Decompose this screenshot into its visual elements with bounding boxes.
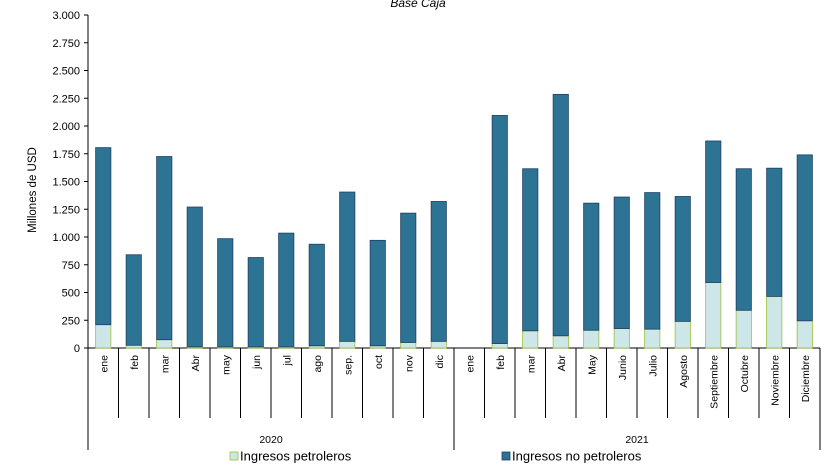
- chart-subtitle: Base Caja: [390, 0, 446, 10]
- x-category-label: dic: [434, 355, 446, 368]
- y-tick-label: 1.000: [52, 232, 80, 244]
- bar-segment: [339, 340, 356, 349]
- bar-segment: [522, 330, 539, 349]
- x-category-label: Noviembre: [769, 355, 781, 406]
- x-category-label: may: [220, 354, 232, 375]
- bar-segment: [430, 201, 447, 342]
- x-category-label: Junio: [617, 355, 629, 380]
- y-tick-label: 2.750: [52, 38, 80, 50]
- axes: 0 250 500 750 1.000 1.250 1.500 1.750 2.000 2.250…: [52, 10, 821, 450]
- legend-label: Ingresos no petroleros: [512, 449, 642, 464]
- y-tick-label: 1.750: [52, 149, 80, 161]
- bar-segment: [613, 196, 630, 329]
- legend-swatch: [501, 451, 511, 461]
- bar-segment: [583, 329, 600, 349]
- bar-segment: [491, 115, 508, 344]
- x-category-labels: 2020 2021 ene feb mar Abr may jun jul ago sep. oct n…: [98, 354, 812, 446]
- bar-segment: [308, 243, 325, 347]
- bar-segment: [674, 196, 691, 322]
- bar-segment: [796, 154, 813, 322]
- x-category-label: ene: [98, 355, 110, 373]
- legend-label: Ingresos petroleros: [240, 449, 352, 464]
- bar-segment: [766, 295, 783, 349]
- x-category-label: jun: [251, 355, 263, 370]
- x-category-label: Agosto: [678, 355, 690, 388]
- bar-segment: [400, 342, 417, 349]
- bar-segment: [125, 254, 142, 346]
- bar-segment: [735, 168, 752, 311]
- x-category-label: mar: [159, 355, 171, 374]
- y-tick-label: 3.000: [52, 10, 80, 22]
- x-category-label: Abr: [556, 355, 568, 372]
- bar-segment: [583, 202, 600, 331]
- x-category-label: ago: [312, 355, 324, 373]
- x-group-label: 2020: [259, 434, 283, 446]
- y-tick-label: 2.000: [52, 121, 80, 133]
- bar-segment: [339, 191, 356, 342]
- bar-segment: [766, 167, 783, 297]
- bar-segment: [735, 309, 752, 349]
- bar-segment: [156, 339, 173, 349]
- bar-segment: [217, 238, 234, 348]
- bar-segment: [156, 156, 173, 341]
- bar-segment: [796, 320, 813, 349]
- x-category-label: oct: [373, 355, 385, 369]
- bar-segment: [95, 147, 112, 326]
- y-axis-label: Millones de USD: [27, 147, 39, 233]
- bar-segment: [125, 344, 142, 349]
- x-category-label: Julio: [647, 355, 659, 377]
- legend-swatch: [229, 451, 239, 461]
- y-tick-label: 2.500: [52, 66, 80, 78]
- y-tick-label: 2.250: [52, 93, 80, 105]
- x-category-label: ene: [464, 355, 476, 373]
- y-tick-label: 250: [62, 315, 80, 327]
- x-category-label: nov: [403, 354, 415, 372]
- bar-segment: [552, 93, 569, 337]
- legend: Ingresos petroleros Ingresos no petrolero…: [229, 449, 642, 464]
- bar-segment: [705, 140, 722, 283]
- bar-segment: [552, 335, 569, 349]
- x-category-label: Diciembre: [800, 355, 812, 402]
- bar-segment: [644, 328, 661, 349]
- bar-segment: [705, 282, 722, 349]
- bar-segment: [613, 328, 630, 349]
- bar-segment: [186, 206, 203, 348]
- bar-segment: [674, 320, 691, 349]
- x-group-label: 2021: [625, 434, 649, 446]
- x-category-label: feb: [495, 355, 507, 370]
- x-category-label: sep.: [342, 355, 354, 375]
- x-category-label: Octubre: [739, 355, 751, 393]
- x-category-label: May: [586, 354, 598, 375]
- x-category-label: Septiembre: [708, 355, 720, 409]
- bars: [95, 93, 813, 349]
- x-category-label: mar: [525, 355, 537, 374]
- bar-segment: [430, 340, 447, 349]
- bar-segment: [369, 239, 386, 347]
- bar-segment: [247, 257, 264, 348]
- y-tick-label: 1.250: [52, 204, 80, 216]
- bar-segment: [95, 324, 112, 349]
- y-tick-label: 750: [62, 260, 80, 272]
- y-tick-label: 0: [74, 343, 80, 355]
- bar-segment: [400, 212, 417, 343]
- y-tick-label: 1.500: [52, 177, 80, 189]
- bar-segment: [491, 343, 508, 349]
- x-category-label: Abr: [190, 355, 202, 372]
- bar-segment: [644, 192, 661, 330]
- x-category-label: feb: [129, 355, 141, 370]
- bar-segment: [278, 232, 295, 348]
- bar-segment: [522, 168, 539, 332]
- x-category-label: jul: [281, 355, 293, 367]
- y-tick-label: 500: [62, 288, 80, 300]
